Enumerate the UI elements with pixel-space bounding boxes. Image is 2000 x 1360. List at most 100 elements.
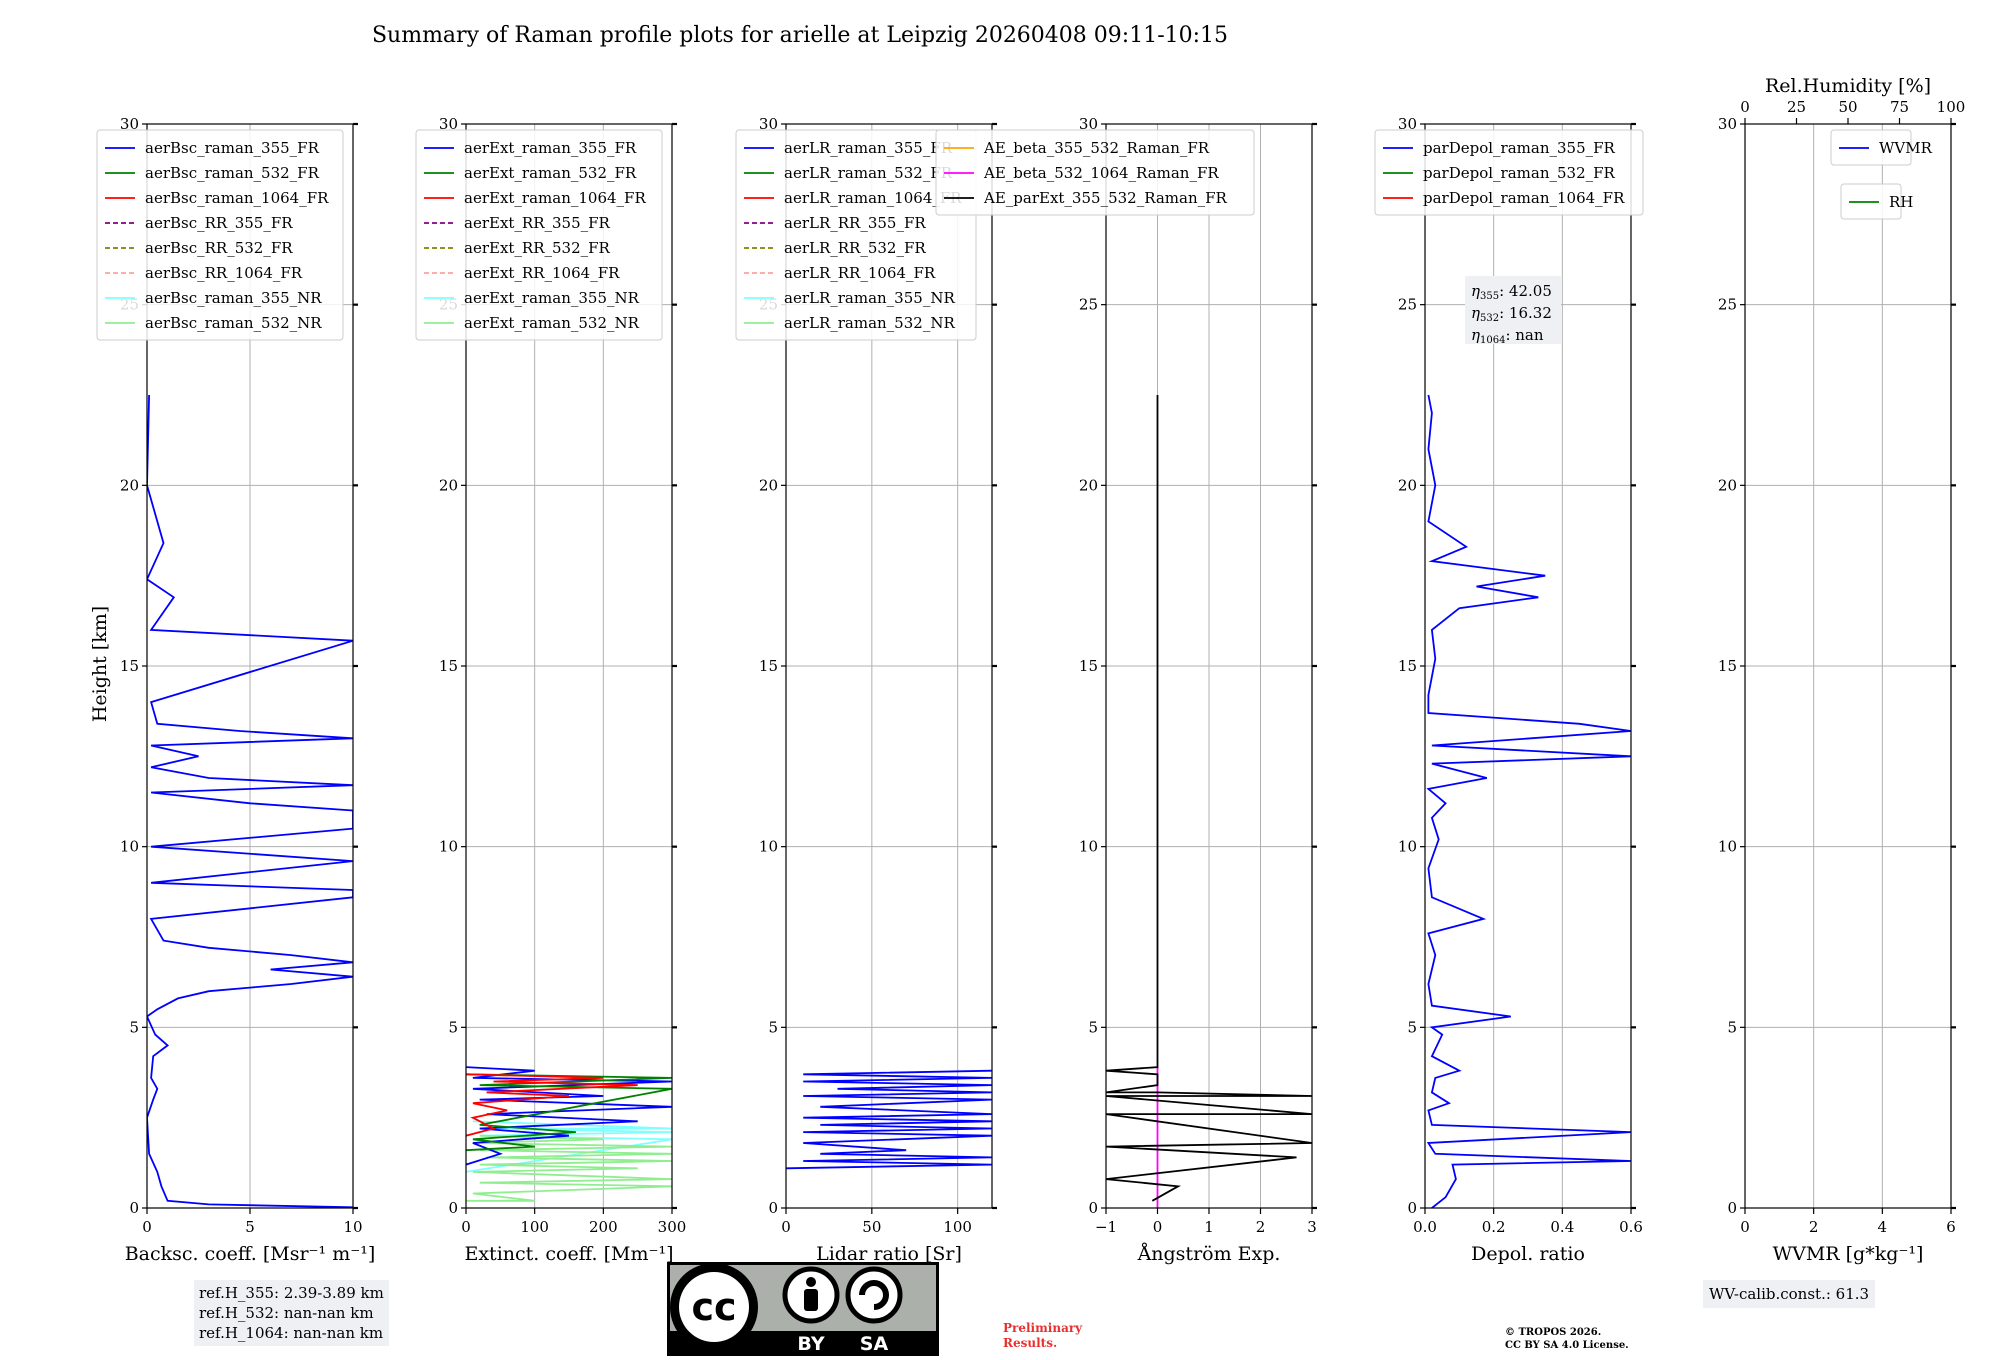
y-tick-label: 0 bbox=[1407, 1199, 1417, 1217]
panel-ext: 0510152025300100200300Extinct. coeff. [M… bbox=[415, 115, 687, 1265]
x-tick-label: 4 bbox=[1878, 1218, 1888, 1236]
legend-depol: parDepol_raman_355_FR parDepol_raman_532_… bbox=[1374, 129, 1644, 216]
y-tick-label: 5 bbox=[1727, 1018, 1737, 1036]
panel-bsc: 0510152025300510Backsc. coeff. [Msr⁻¹ m⁻… bbox=[96, 115, 375, 1265]
by-person-head-icon bbox=[806, 1277, 816, 1287]
y-tick-label: 0 bbox=[1727, 1199, 1737, 1217]
x2-tick-label: 0 bbox=[1740, 98, 1750, 116]
figure-title: Summary of Raman profile plots for ariel… bbox=[372, 23, 1228, 48]
legend-label: AE_beta_532_1064_Raman_FR bbox=[983, 164, 1219, 182]
legend-label: aerBsc_raman_355_NR bbox=[145, 289, 322, 307]
legend-frame bbox=[935, 129, 1255, 216]
eta-line: η532: 16.32 bbox=[1471, 304, 1552, 324]
y-tick-label: 0 bbox=[129, 1199, 139, 1217]
x-tick-label: 0.0 bbox=[1413, 1218, 1437, 1236]
legend-label: aerBsc_RR_1064_FR bbox=[145, 264, 303, 282]
legend-label: aerExt_raman_355_NR bbox=[464, 289, 640, 307]
legend-label: parDepol_raman_532_FR bbox=[1423, 164, 1616, 182]
series-group bbox=[1106, 395, 1312, 1208]
legend-rh: RH bbox=[1840, 183, 1913, 220]
y-tick-label: 10 bbox=[1079, 838, 1098, 856]
series-group bbox=[147, 394, 353, 1208]
sa-label: SA bbox=[860, 1333, 889, 1355]
legend-label: aerBsc_raman_355_FR bbox=[145, 139, 320, 157]
cc-logo-inner bbox=[679, 1272, 749, 1342]
y-tick-label: 20 bbox=[1079, 476, 1098, 494]
y-tick-label: 5 bbox=[129, 1018, 139, 1036]
series-aerLR_raman_355_FR bbox=[786, 1069, 992, 1170]
y-tick-label: 25 bbox=[1079, 296, 1098, 314]
y-tick-label: 15 bbox=[1079, 657, 1098, 675]
legend-label: aerExt_raman_1064_FR bbox=[464, 189, 646, 207]
x-tick-label: 50 bbox=[862, 1218, 881, 1236]
x-tick-label: 0.2 bbox=[1482, 1218, 1506, 1236]
x-tick-label: 100 bbox=[520, 1218, 549, 1236]
y-tick-label: 20 bbox=[759, 476, 778, 494]
legend-label: parDepol_raman_355_FR bbox=[1423, 139, 1616, 157]
panel-depol: 0 5 10 15 20 25 30 0.0 0.2 0.4 0.6 Depol. ratio parD… bbox=[1374, 115, 1644, 1265]
cc-mark: cc bbox=[691, 1285, 736, 1329]
y-tick-label: 20 bbox=[1718, 476, 1737, 494]
copyright-note: © TROPOS 2026. CC BY SA 4.0 License. bbox=[1505, 1326, 1629, 1352]
panels: 0510152025300510Backsc. coeff. [Msr⁻¹ m⁻… bbox=[96, 75, 1965, 1265]
y-tick-label: 30 bbox=[759, 115, 778, 133]
legend-label: aerBsc_raman_532_FR bbox=[145, 164, 320, 182]
x-axis-label: WVMR [g*kg⁻¹] bbox=[1773, 1243, 1924, 1265]
x-tick-label: −1 bbox=[1095, 1218, 1117, 1236]
x-tick-label: 1 bbox=[1204, 1218, 1214, 1236]
legend-frame bbox=[415, 129, 663, 341]
x-tick-label: 0.6 bbox=[1619, 1218, 1643, 1236]
y-tick-label: 30 bbox=[120, 115, 139, 133]
preliminary-note: Preliminary Results. bbox=[1003, 1321, 1082, 1351]
y-tick-label: 30 bbox=[1079, 115, 1098, 133]
x-axis-label: Ångström Exp. bbox=[1137, 1243, 1281, 1265]
x-tick-label: 0 bbox=[781, 1218, 791, 1236]
y-tick-label: 20 bbox=[439, 476, 458, 494]
legend-label: aerExt_raman_532_NR bbox=[464, 314, 640, 332]
series-group bbox=[1426, 394, 1631, 1208]
legend-label: aerLR_raman_355_FR bbox=[784, 139, 953, 157]
legend-lr: aerLR_raman_355_FR aerLR_raman_532_FR aerL… bbox=[735, 129, 977, 341]
x-tick-label: 2 bbox=[1809, 1218, 1819, 1236]
y-tick-label: 5 bbox=[768, 1018, 778, 1036]
legend-label: aerLR_raman_355_NR bbox=[784, 289, 955, 307]
legend-frame bbox=[735, 129, 977, 341]
x-tick-label: 300 bbox=[658, 1218, 687, 1236]
legend-label: aerBsc_raman_1064_FR bbox=[145, 189, 329, 207]
legend-label: aerLR_RR_1064_FR bbox=[784, 264, 936, 282]
ref-height-355: ref.H_355: 2.39-3.89 km bbox=[199, 1284, 384, 1302]
x2-tick-label: 100 bbox=[1937, 98, 1966, 116]
series-aerExt_raman_532_NR bbox=[466, 1134, 672, 1202]
y-tick-label: 10 bbox=[439, 838, 458, 856]
legend-ae: AE_beta_355_532_Raman_FR AE_beta_532_1064… bbox=[935, 129, 1255, 216]
y-tick-label: 20 bbox=[120, 476, 139, 494]
x-axis-label: Extinct. coeff. [Mm⁻¹] bbox=[464, 1243, 673, 1265]
legend-label: aerLR_raman_1064_FR bbox=[784, 189, 962, 207]
by-person-body-icon bbox=[804, 1289, 818, 1311]
legend-label: aerLR_raman_532_FR bbox=[784, 164, 953, 182]
series-aerExt_raman_532_FR bbox=[466, 1073, 672, 1152]
legend-label: aerBsc_RR_355_FR bbox=[145, 214, 293, 232]
eta-box-bg bbox=[1465, 276, 1561, 344]
x-axis-label: Lidar ratio [Sr] bbox=[816, 1243, 962, 1265]
legend-label: aerExt_RR_355_FR bbox=[464, 214, 611, 232]
y-tick-label: 25 bbox=[1398, 296, 1417, 314]
x-tick-label: 0 bbox=[142, 1218, 152, 1236]
y-tick-label: 10 bbox=[759, 838, 778, 856]
x-tick-label: 5 bbox=[245, 1218, 255, 1236]
y-tick-label: 15 bbox=[1718, 657, 1737, 675]
legend-label: aerExt_RR_532_FR bbox=[464, 239, 611, 257]
y-tick-label: 15 bbox=[1398, 657, 1417, 675]
legend-label: AE_beta_355_532_Raman_FR bbox=[983, 139, 1210, 157]
legend-label: parDepol_raman_1064_FR bbox=[1423, 189, 1625, 207]
y-tick-label: 10 bbox=[1718, 838, 1737, 856]
x2-tick-label: 25 bbox=[1787, 98, 1806, 116]
eta-line: η355: 42.05 bbox=[1471, 282, 1552, 302]
preliminary-line-1: Preliminary bbox=[1003, 1321, 1083, 1335]
eta-line: η1064: nan bbox=[1471, 326, 1544, 346]
x-tick-label: 0 bbox=[1153, 1218, 1163, 1236]
legend-label: aerLR_RR_532_FR bbox=[784, 239, 926, 257]
